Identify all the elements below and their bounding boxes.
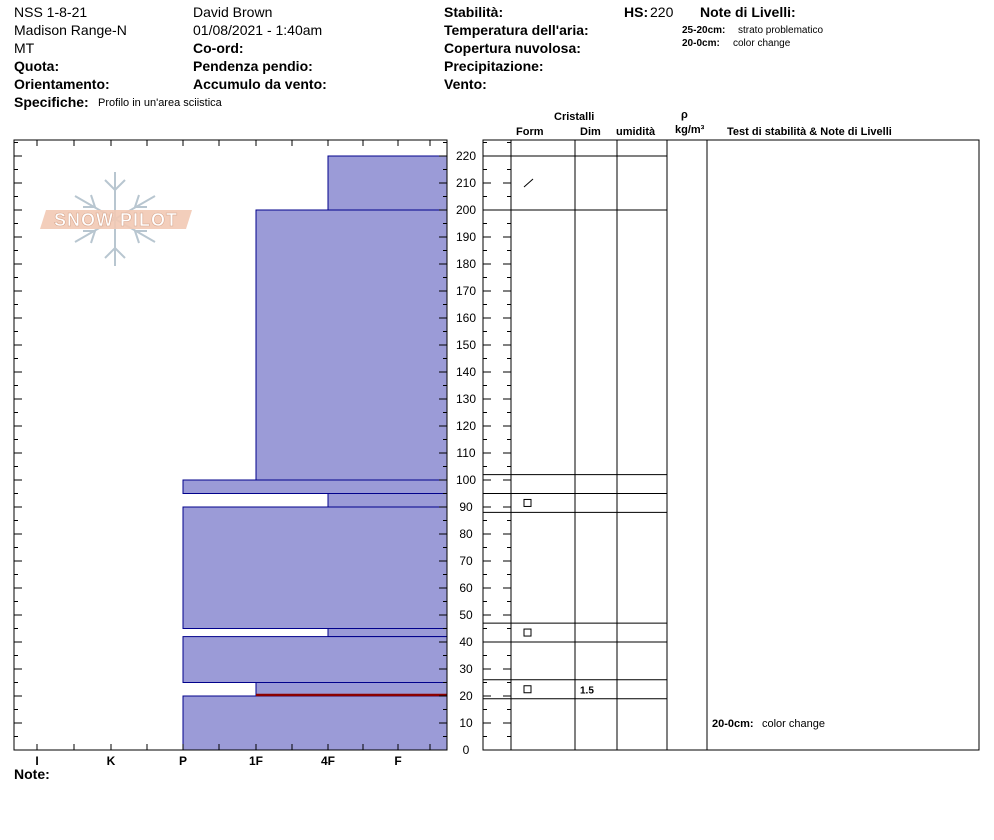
hardness-layer-bar (182, 695, 448, 751)
x-tick-label: I (35, 754, 38, 768)
y-tick-label: 0 (463, 743, 470, 757)
note-range-2: 20-0cm: (682, 38, 720, 49)
dim-header: Dim (580, 126, 601, 138)
y-tick-label: 180 (456, 257, 476, 271)
note-text-2: color change (733, 38, 791, 49)
precipitation-particle-icon (523, 178, 534, 188)
temperatura-label: Temperatura dell'aria: (444, 22, 589, 38)
y-tick-label: 40 (459, 635, 473, 649)
pendenza-label: Pendenza pendio: (193, 58, 313, 74)
y-tick-label: 100 (456, 473, 476, 487)
hardness-layer-bar (255, 209, 448, 481)
location: Madison Range-N (14, 22, 127, 38)
y-tick-label: 50 (459, 608, 473, 622)
vento-label: Vento: (444, 76, 487, 92)
hardness-layer-bar (327, 628, 448, 638)
y-tick-label: 210 (456, 176, 476, 190)
hardness-layer-bar (327, 155, 448, 211)
density-unit-header: kg/m³ (675, 124, 705, 136)
hardness-layer-bar (182, 479, 448, 494)
y-tick-label: 170 (456, 284, 476, 298)
layer-note-text: color change (762, 718, 825, 730)
faceted-crystal-icon (523, 498, 532, 507)
y-tick-label: 130 (456, 392, 476, 406)
stability-test-header: Test di stabilità & Note di Livelli (727, 126, 892, 138)
hardness-layer-bar (182, 636, 448, 683)
accumulo-label: Accumulo da vento: (193, 76, 327, 92)
y-tick-label: 120 (456, 419, 476, 433)
specifiche-value: Profilo in un'area sciistica (98, 97, 222, 109)
stabilita-label: Stabilità: (444, 4, 504, 20)
note-label: Note: (14, 766, 50, 782)
coord-label: Co-ord: (193, 40, 244, 56)
orientamento-label: Orientamento: (14, 76, 110, 92)
y-tick-label: 200 (456, 203, 476, 217)
y-tick-label: 110 (456, 446, 475, 460)
crystal-size-label: 1.5 (580, 685, 594, 696)
x-tick-label: F (394, 754, 401, 768)
y-tick-label: 220 (456, 149, 476, 163)
crystal-table-frame (482, 139, 980, 751)
x-tick-label: 1F (249, 754, 263, 768)
x-tick-label: K (107, 754, 116, 768)
datetime: 01/08/2021 - 1:40am (193, 22, 323, 38)
y-tick-label: 80 (459, 527, 473, 541)
precipitazione-label: Precipitazione: (444, 58, 544, 74)
x-tick-label: P (179, 754, 187, 768)
hs-label: HS: (624, 4, 649, 20)
state: MT (14, 40, 35, 56)
y-tick-label: 10 (459, 716, 473, 730)
form-header: Form (516, 126, 544, 138)
y-tick-label: 20 (459, 689, 473, 703)
note-range-1: 25-20cm: (682, 25, 726, 36)
y-tick-label: 140 (456, 365, 476, 379)
hardness-layer-bar (327, 493, 448, 508)
profile-id: NSS 1-8-21 (14, 4, 88, 20)
y-tick-label: 190 (456, 230, 476, 244)
hardness-plot-frame (13, 139, 448, 751)
y-tick-label: 90 (459, 500, 473, 514)
note-livelli-label: Note di Livelli: (700, 4, 796, 20)
y-tick-label: 160 (456, 311, 476, 325)
layer-note-range: 20-0cm: (712, 718, 754, 730)
y-tick-label: 70 (459, 554, 473, 568)
faceted-crystal-icon (523, 628, 532, 637)
hs-value: 220 (650, 4, 674, 20)
y-tick-label: 60 (459, 581, 473, 595)
hardness-layer-bar (182, 506, 448, 629)
specifiche-label: Specifiche: (14, 94, 89, 110)
faceted-crystal-icon (523, 685, 532, 694)
copertura-label: Copertura nuvolosa: (444, 40, 581, 56)
observer: David Brown (193, 4, 273, 20)
y-tick-label: 150 (456, 338, 476, 352)
cristalli-header: Cristalli (554, 111, 595, 123)
x-tick-label: 4F (321, 754, 335, 768)
umidita-header: umidità (616, 126, 656, 138)
y-tick-label: 30 (459, 662, 473, 676)
note-text-1: strato problematico (738, 25, 824, 36)
quota-label: Quota: (14, 58, 60, 74)
rho-header: ρ (681, 109, 688, 121)
